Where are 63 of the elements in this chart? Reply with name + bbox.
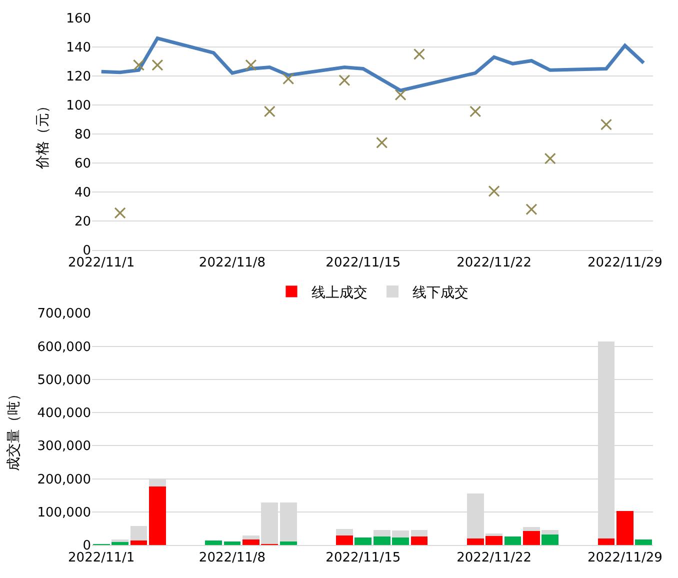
point bbox=[394, 89, 406, 101]
y-axis-title: 成交量（吨） bbox=[6, 387, 22, 472]
point bbox=[132, 59, 145, 71]
y-tick-label: 100 bbox=[66, 98, 91, 114]
bar bbox=[112, 540, 128, 542]
y-tick-label: 400,000 bbox=[37, 406, 91, 422]
bar bbox=[410, 530, 428, 536]
point bbox=[245, 59, 257, 71]
bar bbox=[336, 535, 353, 545]
point bbox=[488, 185, 500, 197]
x-tick-label: 2022/11/29 bbox=[587, 550, 662, 566]
y-tick-label: 600,000 bbox=[37, 340, 91, 355]
point bbox=[413, 48, 426, 60]
point bbox=[264, 106, 276, 118]
point bbox=[114, 207, 126, 219]
y-tick-label: 60 bbox=[74, 156, 91, 172]
x-tick-label: 2022/11/22 bbox=[456, 550, 532, 566]
point bbox=[544, 152, 556, 164]
y-tick-label: 120 bbox=[66, 70, 91, 85]
bar bbox=[149, 486, 166, 545]
y-tick-label: 20 bbox=[74, 214, 91, 230]
legend-label: 线上成交 bbox=[312, 284, 368, 301]
point bbox=[470, 106, 482, 118]
bar bbox=[205, 540, 222, 545]
x-tick-label: 2022/11/22 bbox=[456, 255, 532, 270]
bar bbox=[130, 526, 148, 540]
y-tick-label: 140 bbox=[66, 40, 91, 56]
y-tick-label: 100,000 bbox=[37, 505, 91, 520]
bar bbox=[336, 529, 353, 536]
y-tick-label: 80 bbox=[74, 127, 91, 142]
bar bbox=[598, 538, 615, 545]
x-tick-label: 2022/11/8 bbox=[198, 550, 266, 566]
bar bbox=[130, 540, 148, 545]
y-tick-label: 500,000 bbox=[37, 372, 91, 388]
bar bbox=[616, 511, 634, 545]
y-tick-label: 160 bbox=[66, 12, 91, 27]
x-tick-label: 2022/11/15 bbox=[326, 550, 401, 566]
bar bbox=[523, 531, 540, 545]
legend-label: 线下成交 bbox=[412, 284, 468, 301]
bar bbox=[224, 542, 241, 545]
x-tick-label: 2022/11/1 bbox=[68, 550, 135, 566]
y-tick-label: 300,000 bbox=[37, 439, 91, 454]
point bbox=[282, 73, 294, 85]
bar bbox=[280, 542, 297, 545]
bar bbox=[542, 534, 559, 545]
x-tick-label: 2022/11/1 bbox=[68, 255, 135, 270]
x-tick-label: 2022/11/8 bbox=[198, 255, 266, 270]
bar bbox=[635, 540, 652, 545]
y-axis-title: 价格（元） bbox=[34, 98, 51, 170]
bar bbox=[410, 536, 428, 545]
point bbox=[526, 204, 538, 216]
point bbox=[376, 136, 388, 148]
point bbox=[338, 74, 350, 86]
bar bbox=[354, 538, 372, 545]
x-tick-label: 2022/11/15 bbox=[326, 255, 401, 270]
x-tick-label: 2022/11/29 bbox=[587, 255, 662, 270]
bar bbox=[504, 536, 522, 545]
y-tick-label: 200,000 bbox=[37, 472, 91, 488]
point bbox=[152, 59, 164, 71]
y-tick-label: 40 bbox=[74, 185, 91, 200]
line-series bbox=[100, 36, 646, 92]
point bbox=[600, 118, 612, 130]
y-tick-label: 700,000 bbox=[37, 306, 91, 322]
